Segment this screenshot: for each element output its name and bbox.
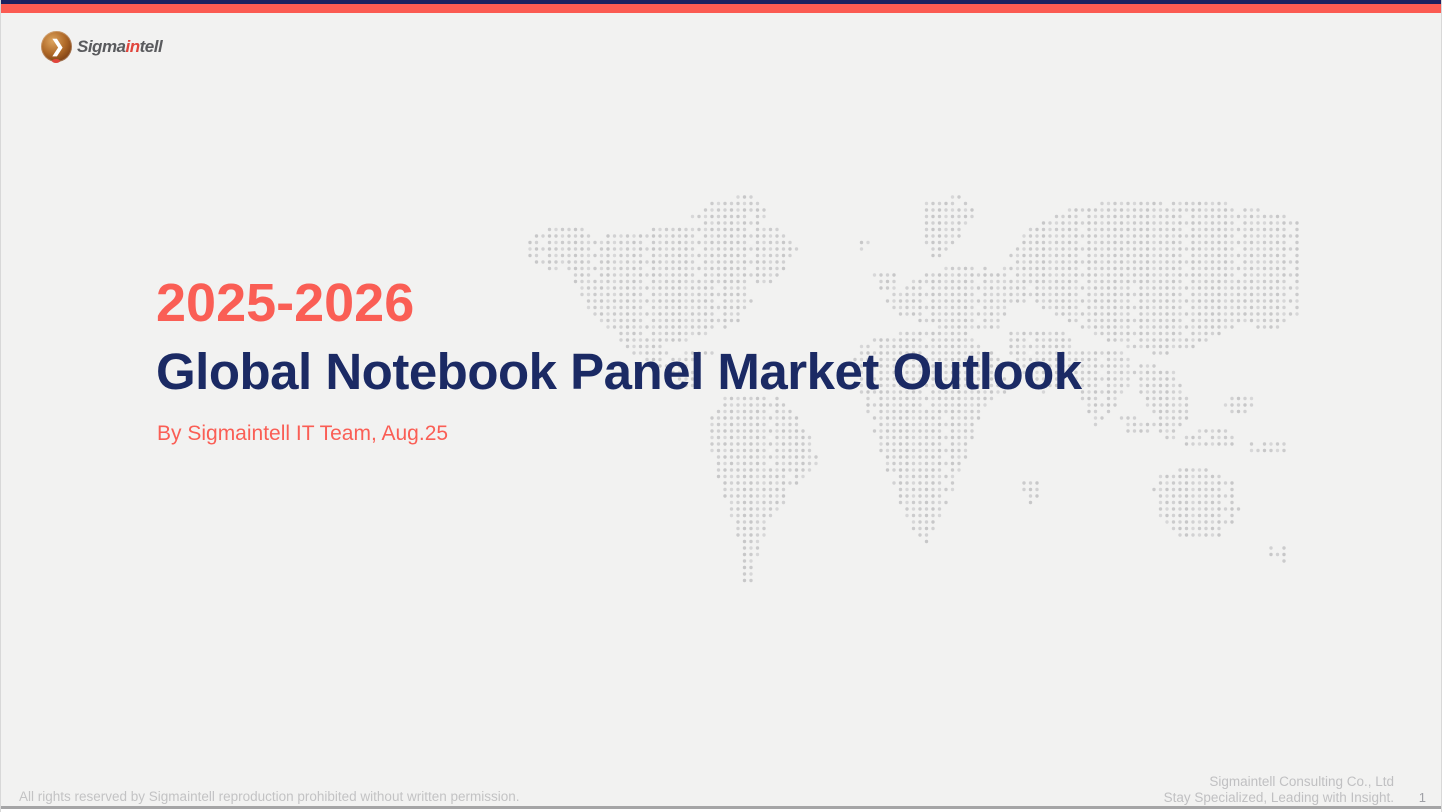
logo-text-sigma: Sigma	[77, 36, 126, 56]
logo-text-in: in	[125, 36, 141, 56]
company-footer: Sigmaintell Consulting Co., Ltd Stay Spe…	[1164, 774, 1394, 805]
title-block: 2025-2026 Global Notebook Panel Market O…	[156, 276, 1082, 446]
company-slogan: Stay Specialized, Leading with Insight.	[1163, 789, 1394, 805]
chevron-right-icon: ❯	[50, 37, 65, 56]
page-title: Global Notebook Panel Market Outlook	[156, 343, 1082, 400]
copyright-notice: All rights reserved by Sigmaintell repro…	[19, 789, 520, 804]
logo-wordmark: Sigmaintell	[77, 36, 163, 57]
world-map-dots	[528, 195, 1299, 583]
subtitle-byline: By Sigmaintell IT Team, Aug.25	[157, 422, 449, 445]
page-number: 1	[1418, 790, 1426, 805]
top-bar-red	[1, 4, 1441, 13]
company-name: Sigmaintell Consulting Co., Ltd	[1209, 774, 1394, 789]
bottom-edge-line	[1, 806, 1441, 809]
sigmaintell-globe-icon: ❯	[41, 31, 72, 63]
top-bar-navy	[1, 0, 1441, 4]
bottom-edge-white	[1, 809, 1441, 812]
sigmaintell-logo: ❯ Sigmaintell	[41, 31, 163, 63]
logo-text-tell: tell	[139, 36, 163, 56]
title-years: 2025-2026	[156, 273, 415, 333]
